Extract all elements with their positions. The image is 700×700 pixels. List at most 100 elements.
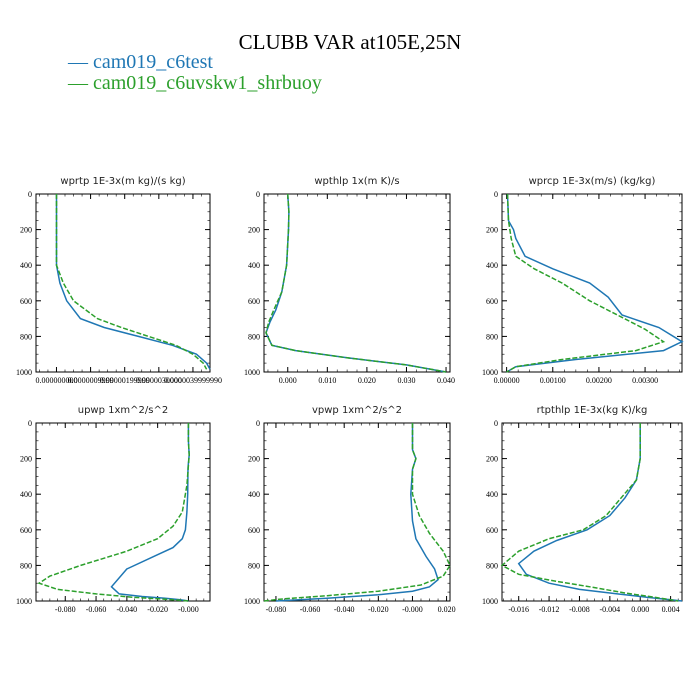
- x-tick-label: -0.020: [368, 605, 389, 614]
- x-tick-label: 0.040: [437, 376, 455, 385]
- x-tick-label: -0.080: [55, 605, 76, 614]
- x-tick-label: 0.00000: [494, 376, 520, 385]
- series-line-c6test: [265, 193, 447, 373]
- legend-item-c6uvskw1: — cam019_c6uvskw1_shrbuoy: [68, 72, 322, 94]
- y-tick-label: 800: [248, 332, 260, 341]
- series-line-c6uvskw1-shrbuoy: [500, 423, 679, 602]
- legend-text-c6test: cam019_c6test: [93, 51, 213, 73]
- series-line-c6test: [275, 423, 439, 602]
- panel-title: upwp 1xm^2/s^2: [78, 405, 168, 416]
- panel-5: vpwp 1xm^2/s^2 0 200 400 600 800 1000 -0.080 -0.…: [244, 405, 456, 614]
- x-tick-label: 0.00100: [540, 376, 566, 385]
- y-tick-label: 600: [248, 297, 260, 306]
- series-line-c6uvskw1-shrbuoy: [263, 423, 451, 602]
- panel-title: rtpthlp 1E-3x(kg K)/kg: [537, 405, 648, 416]
- y-tick-label: 400: [486, 261, 498, 270]
- y-tick-label: 400: [20, 261, 32, 270]
- panel-6: rtpthlp 1E-3x(kg K)/kg 0 200 400 600 800 1000 -…: [482, 405, 683, 614]
- x-tick-label: 0.0000030000: [136, 376, 182, 385]
- y-tick-label: 1000: [482, 597, 498, 606]
- y-tick-label: 800: [486, 332, 498, 341]
- y-tick-label: 200: [486, 455, 498, 464]
- x-tick-label: 0.004: [662, 605, 680, 614]
- panel-2: wpthlp 1x(m K)/s 0 200 400 600 800 1000 0.000 0.…: [244, 176, 455, 385]
- series-line-c6uvskw1-shrbuoy: [506, 193, 666, 373]
- figure-title: CLUBB VAR at105E,25N: [238, 30, 462, 54]
- y-tick-label: 200: [248, 455, 260, 464]
- plot-frame: [501, 193, 683, 373]
- series-line-c6test: [517, 423, 683, 602]
- x-tick-label: 0.00000199999: [100, 376, 150, 385]
- panel-title: wprcp 1E-3x(m/s) (kg/kg): [529, 176, 656, 187]
- panel-title: wpthlp 1x(m K)/s: [314, 176, 399, 187]
- y-tick-label: 0: [256, 419, 260, 428]
- y-tick-label: 0: [494, 190, 498, 199]
- panel-title: vpwp 1xm^2/s^2: [312, 405, 402, 416]
- plot-frame: [35, 193, 211, 373]
- x-tick-label: -0.000: [178, 605, 199, 614]
- series-line-c6uvskw1-shrbuoy: [265, 193, 447, 373]
- x-tick-label: -0.040: [117, 605, 138, 614]
- y-tick-label: 0: [494, 419, 498, 428]
- x-tick-label: 0.000: [631, 605, 649, 614]
- y-tick-label: 200: [20, 455, 32, 464]
- y-tick-label: 800: [20, 561, 32, 570]
- legend-text-c6uvskw1: cam019_c6uvskw1_shrbuoy: [93, 72, 322, 94]
- x-tick-label: 0.000: [279, 376, 297, 385]
- x-tick-label: -0.060: [86, 605, 107, 614]
- y-tick-label: 1000: [16, 368, 32, 377]
- x-tick-label: -0.080: [266, 605, 287, 614]
- series-line-c6test: [506, 193, 684, 373]
- x-tick-label: 0.00300: [632, 376, 658, 385]
- x-tick-label: 0.00200: [586, 376, 612, 385]
- y-tick-label: 1000: [16, 597, 32, 606]
- y-tick-label: 1000: [244, 368, 260, 377]
- x-tick-label: 0.030: [397, 376, 415, 385]
- panel-4: upwp 1xm^2/s^2 0 200 400 600 800 1000 -0.080 -0.…: [16, 405, 211, 614]
- y-tick-label: 1000: [244, 597, 260, 606]
- x-tick-label: -0.040: [334, 605, 355, 614]
- x-tick-label: -0.020: [147, 605, 168, 614]
- y-tick-label: 800: [486, 561, 498, 570]
- x-tick-label: -0.012: [539, 605, 560, 614]
- series-line-c6uvskw1-shrbuoy: [55, 194, 208, 370]
- plot-frame: [263, 193, 451, 373]
- series-line-c6uvskw1-shrbuoy: [37, 423, 190, 602]
- y-tick-label: 600: [20, 297, 32, 306]
- y-tick-label: 0: [256, 190, 260, 199]
- y-tick-label: 800: [20, 332, 32, 341]
- panel-1: wprtp 1E-3x(m kg)/(s kg) 0 200 400 600 800 100…: [16, 176, 222, 385]
- x-tick-label: -0.008: [569, 605, 590, 614]
- x-tick-label: 0.0000039999990: [164, 376, 222, 385]
- y-tick-label: 400: [486, 490, 498, 499]
- series-line-c6test: [110, 423, 190, 602]
- x-tick-label: -0.016: [508, 605, 529, 614]
- panel-title: wprtp 1E-3x(m kg)/(s kg): [60, 176, 185, 187]
- y-tick-label: 600: [486, 526, 498, 535]
- x-tick-label: 0.000000000: [35, 376, 77, 385]
- x-tick-label: -0.004: [600, 605, 621, 614]
- y-tick-label: 400: [248, 261, 260, 270]
- y-tick-label: 600: [20, 526, 32, 535]
- y-tick-label: 600: [248, 526, 260, 535]
- y-tick-label: 0: [28, 190, 32, 199]
- y-tick-label: 600: [486, 297, 498, 306]
- y-tick-label: 400: [20, 490, 32, 499]
- y-tick-label: 800: [248, 561, 260, 570]
- plot-frame: [263, 422, 451, 602]
- x-tick-label: 0.020: [358, 376, 376, 385]
- x-tick-label: -0.000: [402, 605, 423, 614]
- y-tick-label: 200: [248, 226, 260, 235]
- plot-frame: [501, 422, 683, 602]
- x-tick-label: 0.0000009999: [68, 376, 114, 385]
- y-tick-label: 200: [20, 226, 32, 235]
- y-tick-label: 200: [486, 226, 498, 235]
- legend-item-c6test: — cam019_c6test: [68, 51, 213, 73]
- panel-3: wprcp 1E-3x(m/s) (kg/kg) 0 200 400 600 800 100…: [482, 176, 684, 385]
- x-tick-label: 0.020: [438, 605, 456, 614]
- y-tick-label: 1000: [482, 368, 498, 377]
- x-tick-label: 0.010: [318, 376, 336, 385]
- y-tick-label: 0: [28, 419, 32, 428]
- x-tick-label: -0.060: [300, 605, 321, 614]
